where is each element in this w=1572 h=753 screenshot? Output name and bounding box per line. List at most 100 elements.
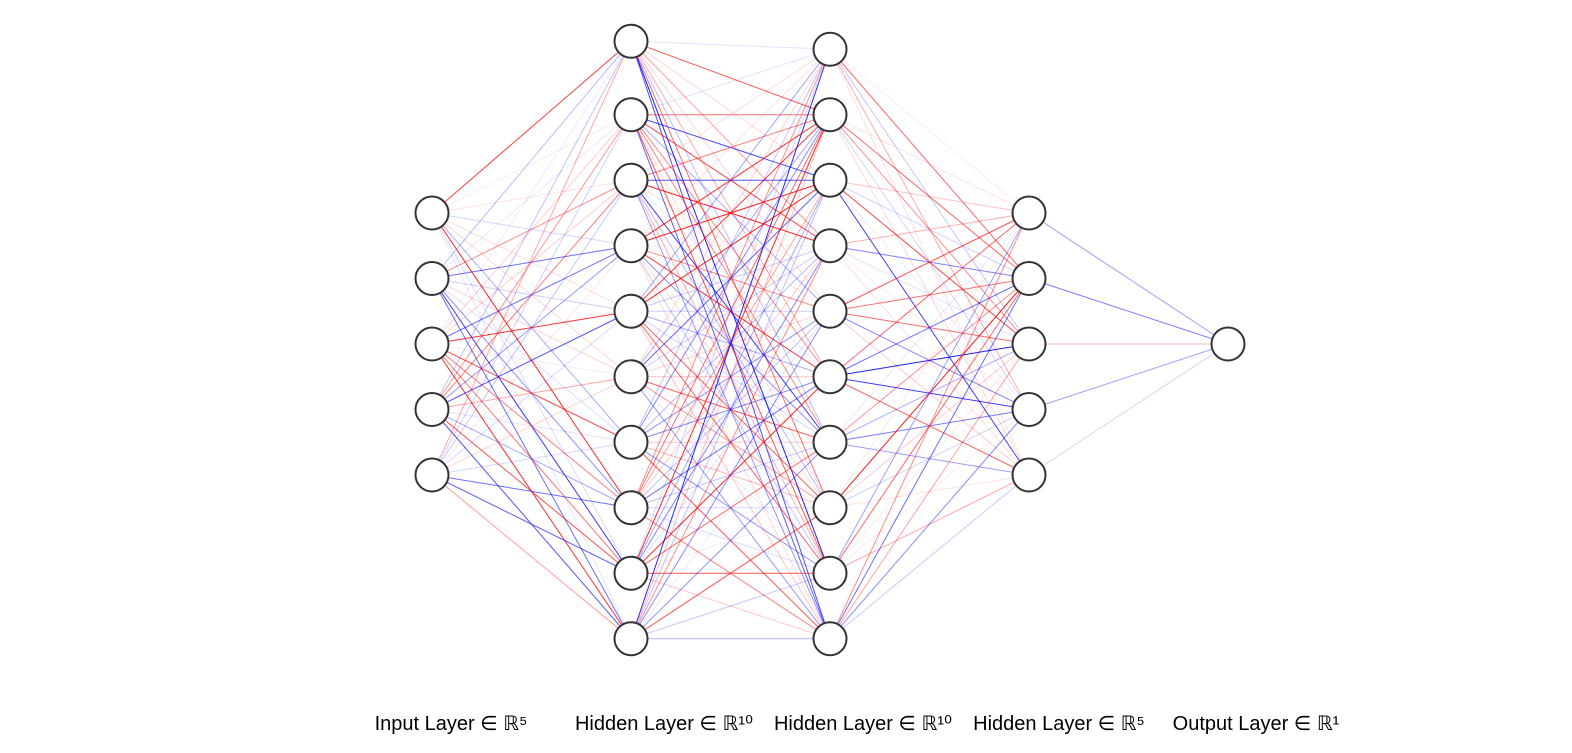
edge-input-2-to-hidden-1-6 [431,343,632,443]
neuron-hidden-2-6 [812,424,848,460]
edge-hidden-1-9-to-hidden-2-8 [630,572,831,640]
edge-input-3-to-hidden-1-0 [431,41,632,410]
edge-input-3-to-hidden-1-4 [431,310,632,410]
edge-hidden-2-3-to-hidden-3-0 [829,212,1030,247]
edge-hidden-1-7-to-hidden-2-3 [630,245,831,509]
edge-hidden-2-7-to-hidden-3-0 [829,212,1030,509]
edge-hidden-2-8-to-hidden-3-1 [829,278,1030,574]
edge-hidden-1-5-to-hidden-2-1 [630,114,831,378]
edge-hidden-1-9-to-hidden-2-2 [630,180,831,639]
edge-hidden-1-6-to-hidden-2-4 [630,310,831,443]
edge-hidden-1-7-to-hidden-2-4 [630,310,831,509]
layer-label-hidden-3: Hidden Layer ∈ ℝ⁵ [973,713,1145,735]
neuron-input-0 [414,195,450,231]
edge-hidden-1-0-to-hidden-2-0 [630,40,831,50]
edge-input-3-to-hidden-1-1 [431,114,632,410]
neuron-hidden-2-9 [812,621,848,657]
edge-hidden-1-2-to-hidden-2-1 [630,114,831,181]
edge-hidden-1-2-to-hidden-2-8 [630,180,831,574]
edge-hidden-2-9-to-hidden-3-4 [829,474,1030,640]
edge-hidden-1-0-to-hidden-2-5 [630,40,831,378]
edge-input-3-to-hidden-1-3 [431,245,632,410]
edge-input-2-to-hidden-1-0 [431,40,632,345]
edge-hidden-1-9-to-hidden-2-7 [630,507,831,640]
neuron-hidden-2-0 [812,31,848,67]
edge-hidden-1-6-to-hidden-2-0 [630,49,831,443]
neuron-hidden-3-2 [1011,326,1047,362]
edge-hidden-1-5-to-hidden-2-2 [630,179,831,378]
layer-label-output: Output Layer ∈ ℝ¹ [1173,713,1340,735]
edge-input-4-to-hidden-1-0 [431,41,632,476]
edge-hidden-1-0-to-hidden-2-8 [630,41,831,574]
edge-hidden-1-9-to-hidden-2-0 [630,49,831,639]
edge-hidden-2-4-to-hidden-3-0 [829,212,1030,312]
edge-hidden-2-0-to-hidden-3-0 [829,48,1030,214]
neuron-hidden-2-7 [812,490,848,526]
edge-hidden-2-2-to-hidden-3-0 [829,179,1030,214]
neuron-hidden-1-7 [613,490,649,526]
edge-hidden-2-9-to-hidden-3-2 [829,343,1030,640]
edge-hidden-2-9-to-hidden-3-3 [829,409,1030,640]
edge-hidden-1-7-to-hidden-2-8 [630,507,831,574]
edge-hidden-3-1-to-output-0 [1028,278,1229,345]
layer-labels: Input Layer ∈ ℝ⁵ Hidden Layer ∈ ℝ¹⁰ Hidd… [375,713,1340,735]
edge-hidden-1-0-to-hidden-2-9 [630,41,831,639]
edge-hidden-2-8-to-hidden-3-3 [829,409,1030,574]
edge-hidden-1-6-to-hidden-2-1 [630,114,831,443]
edge-hidden-1-3-to-hidden-2-0 [630,48,831,247]
neuron-hidden-3-3 [1011,392,1047,427]
edge-hidden-2-1-to-hidden-3-0 [829,114,1030,214]
edge-hidden-2-7-to-hidden-3-4 [829,474,1030,509]
layer-label-input: Input Layer ∈ ℝ⁵ [375,713,528,735]
edge-hidden-1-7-to-hidden-2-0 [630,49,831,508]
neuron-hidden-2-3 [812,228,848,264]
edge-input-3-to-hidden-1-6 [431,409,632,443]
edge-input-1-to-hidden-1-0 [431,40,632,279]
edge-hidden-1-5-to-hidden-2-6 [630,376,831,443]
edge-hidden-3-3-to-output-0 [1028,343,1229,410]
edge-hidden-1-9-to-hidden-2-1 [630,114,831,639]
edge-input-0-to-hidden-1-0 [431,40,632,214]
edge-hidden-1-0-to-hidden-2-4 [630,40,831,312]
edge-input-1-to-hidden-1-2 [431,179,632,279]
edge-hidden-1-9-to-hidden-2-4 [630,310,831,640]
edge-input-0-to-hidden-1-1 [431,114,632,214]
edge-hidden-2-6-to-hidden-3-0 [829,212,1030,443]
edge-hidden-1-4-to-hidden-2-2 [630,179,831,312]
edge-input-0-to-hidden-1-2 [431,179,632,214]
edge-hidden-1-0-to-hidden-2-3 [630,40,831,247]
neuron-input-2 [414,326,450,362]
edge-hidden-2-5-to-hidden-3-0 [829,212,1030,378]
neuron-hidden-1-9 [613,621,649,657]
neuron-hidden-1-3 [613,228,649,264]
edge-input-1-to-hidden-1-3 [431,245,632,279]
neuron-input-4 [414,457,450,493]
edge-hidden-2-8-to-hidden-3-4 [829,474,1030,574]
neuron-input-1 [414,261,450,296]
neuron-hidden-2-8 [812,555,848,591]
edge-input-2-to-hidden-1-1 [431,114,632,345]
edge-hidden-1-8-to-hidden-2-2 [630,180,831,574]
edge-hidden-1-9-to-hidden-2-3 [630,245,831,639]
edge-hidden-1-8-to-hidden-2-3 [630,245,831,574]
edge-hidden-1-3-to-hidden-2-1 [630,114,831,247]
neuron-hidden-1-8 [613,555,649,591]
edge-hidden-1-8-to-hidden-2-4 [630,310,831,574]
edge-input-3-to-hidden-1-7 [431,409,632,509]
edge-hidden-1-4-to-hidden-2-0 [630,48,831,312]
edge-input-2-to-hidden-1-2 [431,179,632,345]
edge-hidden-1-4-to-hidden-2-6 [630,310,831,443]
edge-input-4-to-hidden-1-8 [431,474,632,574]
layer-label-hidden-1: Hidden Layer ∈ ℝ¹⁰ [575,713,753,735]
edge-input-4-to-hidden-1-5 [431,376,632,476]
edge-hidden-1-6-to-hidden-2-5 [630,376,831,443]
edge-input-4-to-hidden-1-4 [431,310,632,476]
edge-input-4-to-hidden-1-7 [431,474,632,509]
edge-input-4-to-hidden-1-6 [431,441,632,476]
edge-input-0-to-hidden-1-3 [431,212,632,247]
neuron-hidden-1-1 [613,97,649,133]
neuron-hidden-3-1 [1011,261,1047,296]
edge-hidden-1-7-to-hidden-2-1 [630,114,831,508]
edge-hidden-1-8-to-hidden-2-6 [630,441,831,574]
